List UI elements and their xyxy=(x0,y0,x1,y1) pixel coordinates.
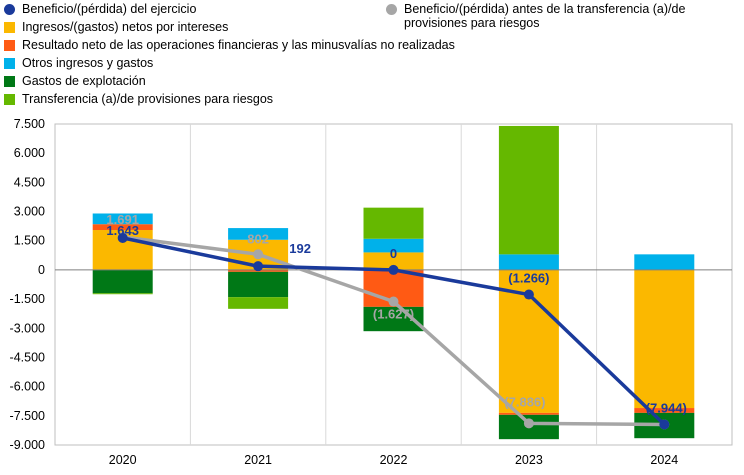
legend-swatch xyxy=(4,94,15,105)
legend-label: Beneficio/(pérdida) del ejercicio xyxy=(22,2,197,16)
x-tick-label: 2020 xyxy=(109,453,137,467)
bar-segment xyxy=(498,412,559,415)
y-tick-label: -4.500 xyxy=(10,350,45,364)
bar-segment xyxy=(92,224,153,231)
bar-segment xyxy=(92,293,153,295)
data-label: 192 xyxy=(289,241,311,256)
bar-segment xyxy=(228,271,289,298)
legend-swatch xyxy=(4,22,15,33)
legend-swatch xyxy=(4,76,15,87)
x-tick-label: 2024 xyxy=(650,453,678,467)
line-point xyxy=(523,289,534,300)
line-point xyxy=(388,264,399,275)
line-point xyxy=(253,261,264,272)
bar-segment xyxy=(363,238,424,253)
y-tick-label: 4.500 xyxy=(14,175,45,189)
legend-swatch xyxy=(386,4,397,15)
legend-swatch xyxy=(4,58,15,69)
legend-label: Transferencia (a)/de provisiones para ri… xyxy=(22,92,274,106)
data-label: (1.627) xyxy=(373,307,414,322)
y-tick-label: -6.000 xyxy=(10,380,45,394)
data-label: 1.691 xyxy=(106,212,139,227)
y-tick-label: 6.000 xyxy=(14,146,45,160)
y-tick-label: -3.000 xyxy=(10,321,45,335)
x-tick-label: 2022 xyxy=(380,453,408,467)
chart: 7.500 6.000 4.500 3.000 1.500 0 -1.500 -3.000 -4… xyxy=(10,117,733,467)
line-point xyxy=(659,419,670,430)
y-tick-label: -1.500 xyxy=(10,292,45,306)
bar-segment xyxy=(363,207,424,239)
data-label: (7.886) xyxy=(504,394,545,409)
legend: Beneficio/(pérdida) del ejercicio Benefic… xyxy=(0,0,744,112)
plot-frame xyxy=(54,123,733,446)
bar-segment xyxy=(92,213,153,225)
bar-segment xyxy=(228,297,289,309)
data-label: 0 xyxy=(390,246,397,261)
data-label: 802 xyxy=(247,231,269,246)
x-tick-label: 2021 xyxy=(244,453,272,467)
bar-segment xyxy=(363,252,424,270)
line-point xyxy=(253,249,264,260)
legend-label: Gastos de explotación xyxy=(22,74,146,88)
line-point xyxy=(117,232,128,243)
line-point xyxy=(388,296,399,307)
y-tick-label: 1.500 xyxy=(14,234,45,248)
y-tick-label: -7.500 xyxy=(10,409,45,423)
bar-segment xyxy=(634,408,695,413)
data-label: 1.643 xyxy=(106,223,139,238)
data-label: (7.944) xyxy=(646,400,687,415)
y-tick-label: 0 xyxy=(38,263,45,277)
y-tick-label: 3.000 xyxy=(14,205,45,219)
data-label: (1.266) xyxy=(508,271,549,286)
bar-segment xyxy=(228,228,289,240)
bar-segment xyxy=(634,269,695,409)
y-tick-label: 7.500 xyxy=(14,117,45,131)
legend-swatch xyxy=(4,40,15,51)
bar-segment xyxy=(498,254,559,270)
bar-segment xyxy=(498,125,559,255)
y-tick-label: -9.000 xyxy=(10,438,45,452)
legend-label: Ingresos/(gastos) netos por intereses xyxy=(22,20,229,34)
bar-segment xyxy=(92,269,153,294)
legend-label: Beneficio/(pérdida) antes de la transfer… xyxy=(404,2,686,30)
legend-label: Resultado neto de las operaciones financ… xyxy=(22,38,455,52)
legend-label: Otros ingresos y gastos xyxy=(22,56,154,70)
line-point xyxy=(523,418,534,429)
x-tick-label: 2023 xyxy=(515,453,543,467)
bar-segment xyxy=(634,254,695,270)
legend-swatch xyxy=(4,4,15,15)
